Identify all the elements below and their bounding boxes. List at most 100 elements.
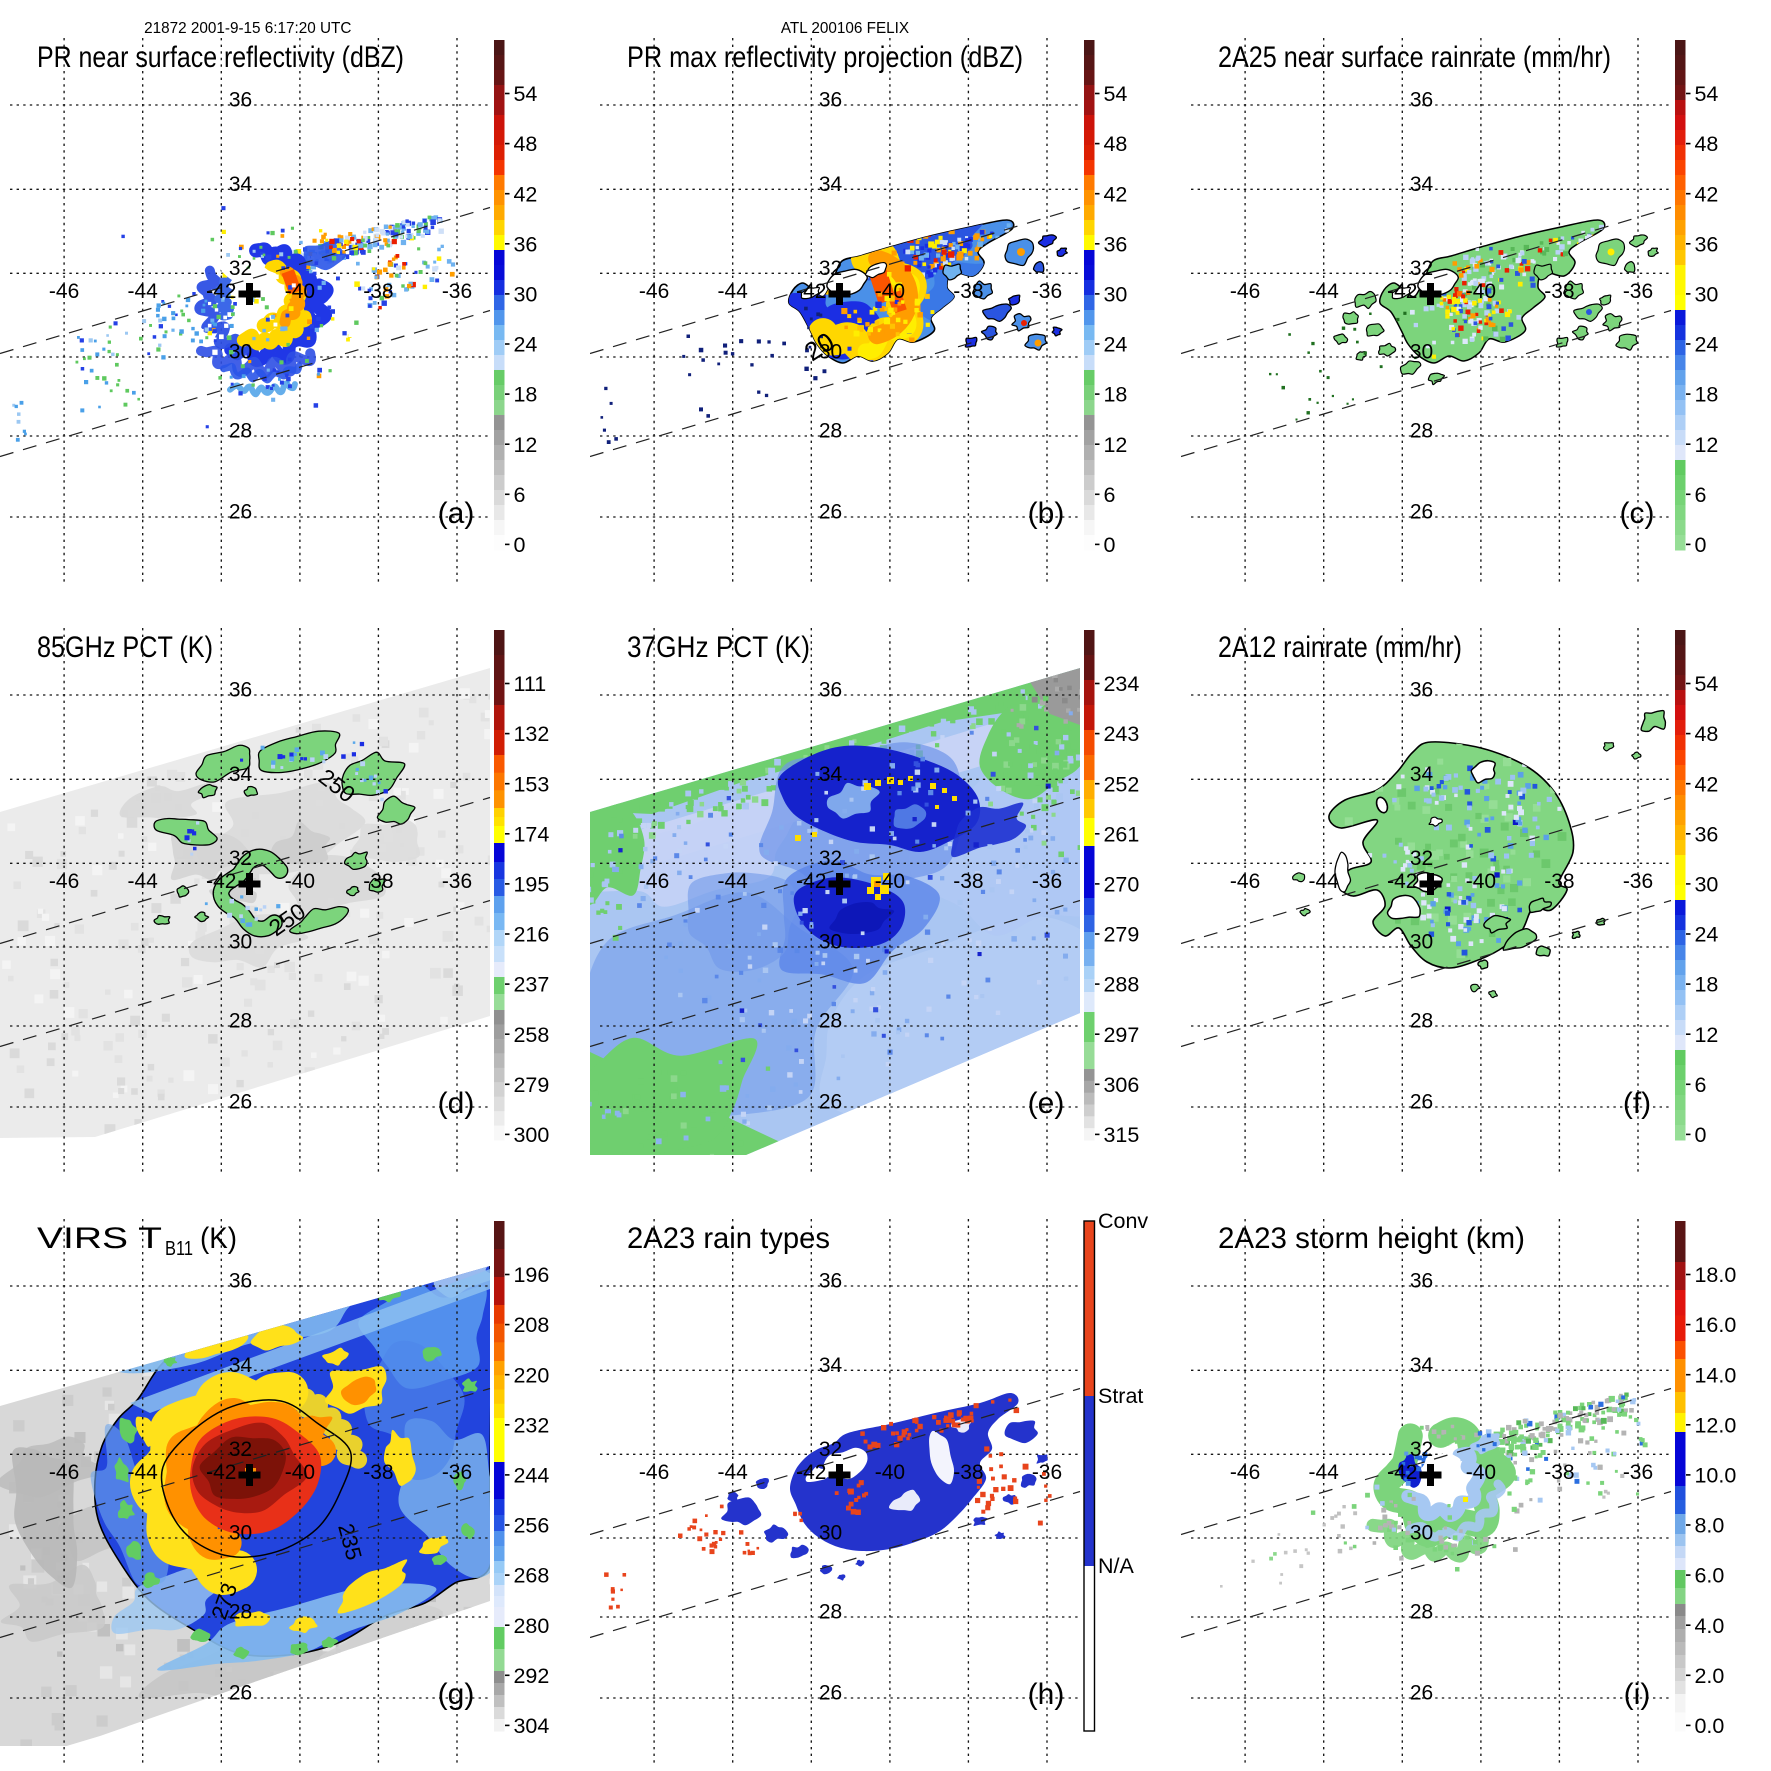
svg-text:34: 34 (1409, 763, 1433, 786)
svg-text:-46: -46 (639, 870, 669, 893)
svg-text:36: 36 (819, 1269, 842, 1292)
svg-text:-40: -40 (285, 870, 315, 893)
svg-text:153: 153 (513, 773, 549, 797)
svg-text:36: 36 (513, 232, 537, 256)
svg-text:300: 300 (513, 1123, 549, 1147)
svg-text:42: 42 (1694, 773, 1718, 797)
svg-text:12: 12 (1694, 1023, 1718, 1047)
svg-text:-40: -40 (285, 280, 315, 303)
svg-text:Strat: Strat (1098, 1384, 1143, 1408)
svg-text:48: 48 (1104, 132, 1128, 156)
svg-text:26: 26 (819, 1681, 842, 1704)
svg-text:196: 196 (513, 1263, 549, 1287)
svg-text:2.0: 2.0 (1694, 1664, 1724, 1688)
svg-text:0: 0 (1694, 1123, 1706, 1147)
svg-text:-46: -46 (49, 1461, 79, 1484)
svg-text:30: 30 (819, 1521, 842, 1544)
svg-text:-42: -42 (1387, 280, 1417, 303)
svg-text:195: 195 (513, 873, 549, 897)
svg-text:216: 216 (513, 923, 549, 947)
svg-text:-44: -44 (128, 1461, 159, 1484)
svg-text:2A23 storm height (km): 2A23 storm height (km) (1218, 1222, 1525, 1255)
svg-text:30: 30 (1694, 873, 1718, 897)
svg-text:PR max reflectivity projection: PR max reflectivity projection (dBZ) (627, 41, 1023, 74)
svg-text:36: 36 (229, 88, 252, 111)
svg-text:18: 18 (1104, 383, 1128, 407)
svg-text:30: 30 (229, 1521, 252, 1544)
svg-text:54: 54 (1104, 82, 1128, 106)
svg-text:-44: -44 (128, 280, 159, 303)
svg-text:-40: -40 (1465, 870, 1495, 893)
svg-text:21872 2001-9-15 6:17:20 UTC: 21872 2001-9-15 6:17:20 UTC (144, 20, 351, 37)
svg-text:28: 28 (819, 1010, 842, 1033)
svg-text:42: 42 (1104, 182, 1128, 206)
svg-text:174: 174 (513, 823, 549, 847)
svg-text:37GHz PCT (K): 37GHz PCT (K) (627, 631, 810, 664)
svg-text:261: 261 (1104, 823, 1140, 847)
svg-text:Conv: Conv (1098, 1209, 1148, 1233)
svg-text:6: 6 (1694, 1073, 1706, 1097)
svg-text:-42: -42 (796, 1461, 826, 1484)
svg-text:(b): (b) (1028, 497, 1065, 530)
svg-text:(K): (K) (200, 1222, 237, 1255)
svg-text:24: 24 (1694, 923, 1718, 947)
svg-text:-38: -38 (363, 280, 393, 303)
svg-text:34: 34 (229, 763, 253, 786)
svg-text:6: 6 (1694, 483, 1706, 507)
svg-text:(i): (i) (1623, 1678, 1650, 1711)
svg-text:297: 297 (1104, 1023, 1140, 1047)
svg-text:26: 26 (819, 500, 842, 523)
svg-text:26: 26 (1409, 500, 1432, 523)
svg-text:2A12 rainrate (mm/hr): 2A12 rainrate (mm/hr) (1218, 631, 1462, 664)
svg-text:30: 30 (1409, 340, 1432, 363)
svg-text:-40: -40 (1465, 1461, 1495, 1484)
svg-text:132: 132 (513, 723, 549, 747)
svg-text:-38: -38 (1544, 280, 1574, 303)
svg-text:18: 18 (1694, 973, 1718, 997)
svg-text:32: 32 (1409, 1437, 1432, 1460)
svg-text:30: 30 (229, 340, 252, 363)
svg-text:2A23 rain types: 2A23 rain types (627, 1222, 830, 1255)
svg-text:-46: -46 (49, 280, 79, 303)
svg-text:0.0: 0.0 (1694, 1714, 1724, 1738)
svg-text:-36: -36 (1032, 280, 1062, 303)
svg-text:-46: -46 (1230, 280, 1260, 303)
svg-text:304: 304 (513, 1714, 549, 1738)
svg-text:32: 32 (229, 847, 252, 870)
svg-text:-44: -44 (1308, 870, 1339, 893)
svg-text:36: 36 (1104, 232, 1128, 256)
svg-text:34: 34 (229, 173, 253, 196)
svg-text:48: 48 (1694, 132, 1718, 156)
svg-text:32: 32 (1409, 257, 1432, 280)
svg-text:(a): (a) (438, 497, 475, 530)
svg-text:36: 36 (229, 1269, 252, 1292)
svg-text:54: 54 (1694, 82, 1718, 106)
svg-text:42: 42 (513, 182, 537, 206)
svg-text:(c): (c) (1619, 497, 1654, 530)
svg-text:36: 36 (1409, 1269, 1432, 1292)
svg-text:54: 54 (1694, 672, 1718, 696)
svg-text:208: 208 (513, 1313, 549, 1337)
svg-text:B11: B11 (165, 1238, 193, 1260)
svg-text:34: 34 (1409, 173, 1433, 196)
svg-text:4.0: 4.0 (1694, 1613, 1724, 1637)
svg-text:(f): (f) (1622, 1087, 1650, 1120)
svg-text:(g): (g) (438, 1678, 475, 1711)
svg-text:28: 28 (229, 419, 252, 442)
svg-text:6: 6 (513, 483, 525, 507)
svg-text:42: 42 (1694, 182, 1718, 206)
svg-text:0: 0 (513, 533, 525, 557)
svg-text:26: 26 (229, 1681, 252, 1704)
svg-text:-36: -36 (442, 870, 472, 893)
svg-text:VIRS T: VIRS T (37, 1222, 162, 1255)
svg-text:18: 18 (1694, 383, 1718, 407)
svg-text:-38: -38 (1544, 1461, 1574, 1484)
svg-text:30: 30 (1694, 282, 1718, 306)
svg-text:12.0: 12.0 (1694, 1413, 1736, 1437)
svg-text:24: 24 (1694, 333, 1718, 357)
svg-text:28: 28 (819, 419, 842, 442)
svg-text:36: 36 (1409, 679, 1432, 702)
svg-text:26: 26 (819, 1091, 842, 1114)
svg-text:0: 0 (1694, 533, 1706, 557)
svg-text:26: 26 (229, 500, 252, 523)
